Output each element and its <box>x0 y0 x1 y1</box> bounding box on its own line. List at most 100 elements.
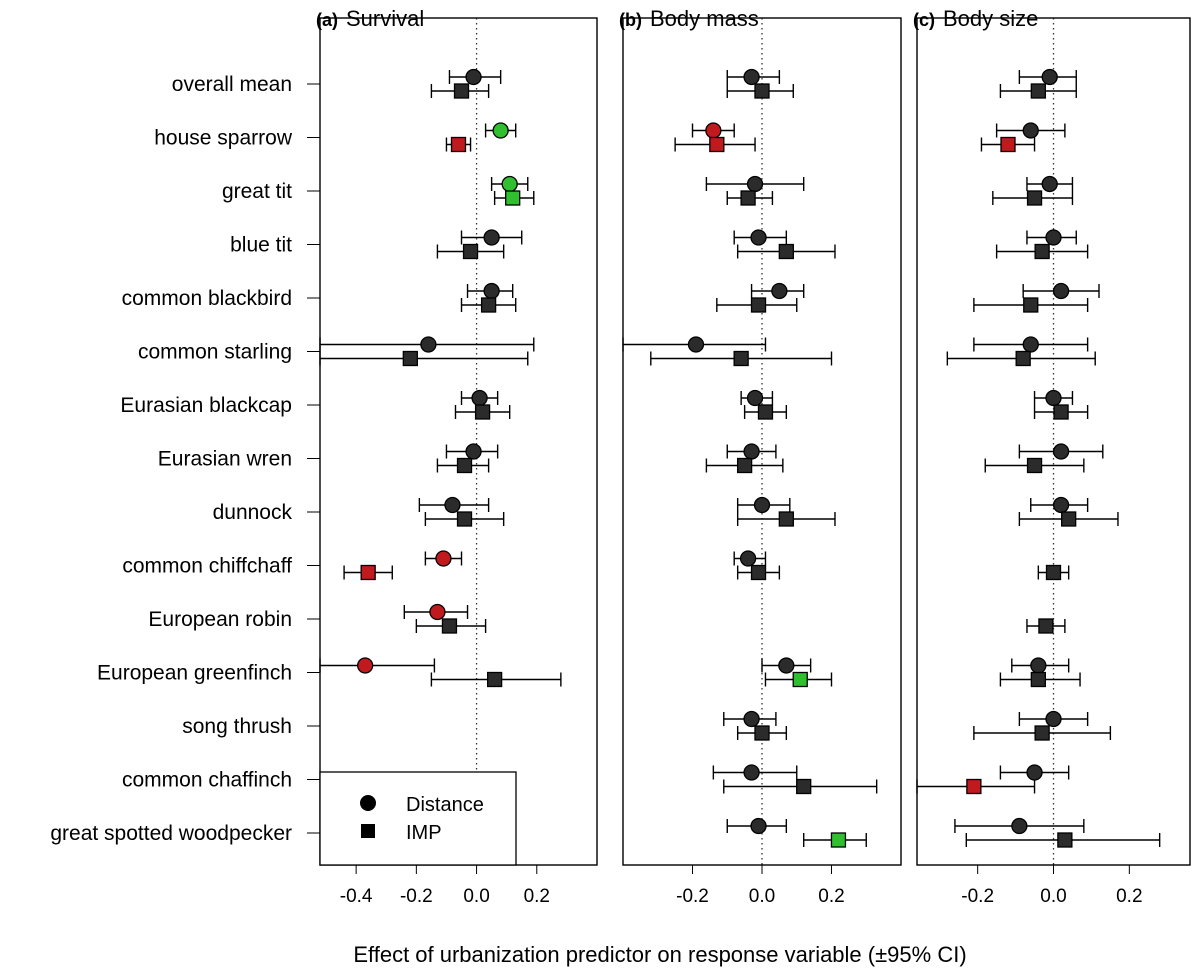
x-tick-label: -0.2 <box>400 886 433 907</box>
distance-point <box>746 175 764 193</box>
species-label: blue tit <box>230 234 292 257</box>
panel-letter: (b) <box>619 10 642 30</box>
series-distance <box>622 68 812 835</box>
distance-point <box>1052 496 1070 514</box>
x-tick-label: 0.2 <box>1116 886 1142 907</box>
imp-point <box>486 671 503 688</box>
imp-point <box>505 190 521 206</box>
legend-distance-label: Distance <box>406 794 484 816</box>
imp-point <box>1026 457 1043 474</box>
species-label: Eurasian wren <box>158 448 292 471</box>
imp-point <box>750 297 767 313</box>
distance-point <box>687 336 705 353</box>
species-label: common chaffinch <box>122 769 292 792</box>
distance-point <box>743 764 760 781</box>
species-label: overall mean <box>172 73 292 96</box>
species-label: song thrush <box>182 715 292 738</box>
distance-point <box>471 389 488 407</box>
imp-point <box>796 778 812 795</box>
panel-letter: (a) <box>316 10 338 30</box>
distance-point <box>1052 282 1070 300</box>
distance-point <box>743 443 760 460</box>
imp-point <box>1030 671 1046 688</box>
panels: (a) Survival-0.4 -0.2 0.0 0.2(b) Body mass-0.… <box>316 6 1191 907</box>
distance-point <box>1022 122 1039 139</box>
species-label: European greenfinch <box>97 662 292 685</box>
distance-point <box>429 603 446 621</box>
imp-point <box>1015 350 1031 367</box>
distance-point <box>1026 764 1043 781</box>
x-tick-label: -0.2 <box>961 886 994 907</box>
panel-frame <box>916 17 1191 866</box>
imp-point <box>778 243 794 260</box>
series-imp <box>916 83 1161 848</box>
distance-point <box>1041 175 1058 193</box>
legend: Distance IMP <box>319 771 517 866</box>
imp-point <box>1000 136 1016 153</box>
imp-point <box>462 243 479 260</box>
imp-point <box>441 618 458 634</box>
panel-frame <box>622 17 902 866</box>
distance-point <box>501 175 518 193</box>
species-label: common blackbird <box>122 287 292 310</box>
distance-point <box>1045 710 1062 728</box>
imp-point <box>736 457 753 474</box>
imp-point <box>757 404 774 420</box>
series-distance <box>954 68 1104 835</box>
x-tick-label: -0.2 <box>676 886 709 907</box>
distance-point <box>1045 229 1062 246</box>
imp-point <box>792 671 808 688</box>
species-label: common starling <box>138 341 292 364</box>
distance-point <box>1041 68 1058 86</box>
distance-point <box>1022 336 1039 353</box>
imp-point <box>754 725 770 741</box>
legend-box <box>319 771 517 866</box>
x-tick-label: 0.2 <box>524 886 550 907</box>
imp-point <box>474 404 491 420</box>
distance-point <box>444 496 461 514</box>
imp-point <box>709 136 725 153</box>
imp-point <box>450 136 467 153</box>
distance-point <box>483 229 500 246</box>
panel-0: (a) Survival-0.4 -0.2 0.0 0.2 <box>316 6 598 907</box>
imp-point <box>1061 511 1077 527</box>
x-tick-label: 0.0 <box>463 886 489 907</box>
distance-point <box>1045 389 1062 407</box>
legend-square-marker <box>361 824 375 838</box>
species-label: great tit <box>222 180 292 203</box>
imp-point <box>1045 564 1062 581</box>
species-label: great spotted woodpecker <box>50 822 292 845</box>
panel-letter: (c) <box>913 10 935 30</box>
distance-point <box>739 550 757 567</box>
imp-point <box>750 564 767 581</box>
x-tick-label: -0.4 <box>340 886 373 907</box>
imp-point <box>456 457 473 474</box>
distance-point <box>357 657 374 674</box>
series-imp <box>319 83 562 688</box>
panel-1: (b) Body mass-0.2 0.0 0.2 <box>619 6 902 907</box>
species-label: dunnock <box>213 501 293 524</box>
distance-point <box>1011 817 1028 835</box>
distance-point <box>492 122 509 139</box>
distance-point <box>1052 443 1070 460</box>
legend-circle-marker <box>360 795 376 811</box>
x-tick-label: 0.0 <box>749 886 775 907</box>
imp-point <box>778 511 794 527</box>
imp-point <box>740 190 756 206</box>
distance-point <box>746 389 764 407</box>
distance-point <box>743 68 760 86</box>
imp-point <box>453 83 470 99</box>
x-tick-label: 0.0 <box>1040 886 1066 907</box>
distance-point <box>465 443 482 460</box>
distance-point <box>465 68 482 86</box>
distance-point <box>778 657 795 674</box>
x-tick-label: 0.2 <box>818 886 844 907</box>
imp-point <box>1034 243 1050 260</box>
series-imp <box>650 83 878 848</box>
imp-point <box>1023 297 1039 313</box>
panel-2: (c) Body size-0.2 0.0 0.2 <box>913 6 1191 907</box>
imp-point <box>1057 832 1073 848</box>
imp-point <box>1030 83 1046 99</box>
imp-point <box>1038 618 1054 634</box>
